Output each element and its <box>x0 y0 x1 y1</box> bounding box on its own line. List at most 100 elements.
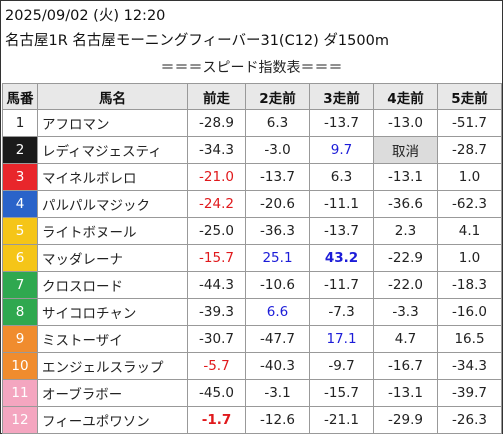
speed-value: -21.1 <box>309 406 374 434</box>
speed-value: 1.0 <box>437 244 502 272</box>
table-title: ＝＝＝スピード指数表＝＝＝ <box>160 60 343 76</box>
speed-value: -34.3 <box>437 352 502 380</box>
table-row: 2 レディマジェスティ -34.3 -3.0 9.7 取消 -28.7 <box>2 136 502 164</box>
speed-value: -62.3 <box>437 190 502 218</box>
speed-value: -28.7 <box>437 136 502 164</box>
speed-value: -3.1 <box>245 379 310 407</box>
horse-name: パルパルマジック <box>37 190 188 218</box>
table-row: 7 クロスロード -44.3 -10.6 -11.7 -22.0 -18.3 <box>2 271 502 299</box>
speed-value: -20.6 <box>245 190 310 218</box>
speed-value: -9.7 <box>309 352 374 380</box>
horse-name: マッダレーナ <box>37 244 188 272</box>
horse-number: 12 <box>2 406 38 434</box>
horse-name: ミストーザイ <box>37 325 188 353</box>
speed-value: -16.7 <box>373 352 438 380</box>
speed-value: -21.0 <box>187 163 246 191</box>
horse-name: マイネルボレロ <box>37 163 188 191</box>
horse-number: 11 <box>2 379 38 407</box>
table-row: 3 マイネルボレロ -21.0 -13.7 6.3 -13.1 1.0 <box>2 163 502 191</box>
speed-value: -18.3 <box>437 271 502 299</box>
speed-value: -45.0 <box>187 379 246 407</box>
speed-value: 43.2 <box>309 244 374 272</box>
speed-index-table: 馬番 馬名 前走 2走前 3走前 4走前 5走前 1 アフロマン -28.9 6… <box>2 83 502 434</box>
horse-name: ライトボヌール <box>37 217 188 245</box>
speed-value: 4.7 <box>373 325 438 353</box>
speed-value: 1.0 <box>437 163 502 191</box>
speed-value: 6.3 <box>245 109 310 137</box>
table-row: 5 ライトボヌール -25.0 -36.3 -13.7 2.3 4.1 <box>2 217 502 245</box>
horse-name: アフロマン <box>37 109 188 137</box>
speed-value: -13.1 <box>373 163 438 191</box>
speed-value: -22.0 <box>373 271 438 299</box>
speed-value: -36.6 <box>373 190 438 218</box>
horse-name: サイコロチャン <box>37 298 188 326</box>
horse-number: 1 <box>2 109 38 137</box>
horse-number: 10 <box>2 352 38 380</box>
horse-number: 4 <box>2 190 38 218</box>
speed-value: 16.5 <box>437 325 502 353</box>
speed-value: -36.3 <box>245 217 310 245</box>
horse-name: レディマジェスティ <box>37 136 188 164</box>
table-row: 10 エンジェルスラップ -5.7 -40.3 -9.7 -16.7 -34.3 <box>2 352 502 380</box>
speed-value: 25.1 <box>245 244 310 272</box>
speed-value: 9.7 <box>309 136 374 164</box>
speed-value: -34.3 <box>187 136 246 164</box>
speed-value: -13.7 <box>245 163 310 191</box>
speed-value: -39.3 <box>187 298 246 326</box>
race-info: 名古屋1R 名古屋モーニングフィーバー31(C12) ダ1500m <box>5 33 389 49</box>
speed-value: -7.3 <box>309 298 374 326</box>
speed-value: -5.7 <box>187 352 246 380</box>
speed-value: -15.7 <box>187 244 246 272</box>
horse-number: 3 <box>2 163 38 191</box>
horse-name: フィーユポワソン <box>37 406 188 434</box>
table-row: 8 サイコロチャン -39.3 6.6 -7.3 -3.3 -16.0 <box>2 298 502 326</box>
table-row: 9 ミストーザイ -30.7 -47.7 17.1 4.7 16.5 <box>2 325 502 353</box>
speed-value: -13.7 <box>309 109 374 137</box>
col-header-number: 馬番 <box>2 83 38 110</box>
table-row: 1 アフロマン -28.9 6.3 -13.7 -13.0 -51.7 <box>2 109 502 137</box>
horse-name: オーブラボー <box>37 379 188 407</box>
horse-number: 7 <box>2 271 38 299</box>
speed-value: 2.3 <box>373 217 438 245</box>
speed-value: -30.7 <box>187 325 246 353</box>
col-header-4-races-ago: 4走前 <box>373 83 438 110</box>
table-row: 12 フィーユポワソン -1.7 -12.6 -21.1 -29.9 -26.3 <box>2 406 502 434</box>
speed-value: -13.1 <box>373 379 438 407</box>
speed-value: -11.7 <box>309 271 374 299</box>
table-row: 11 オーブラボー -45.0 -3.1 -15.7 -13.1 -39.7 <box>2 379 502 407</box>
speed-value: -15.7 <box>309 379 374 407</box>
col-header-last-race: 前走 <box>187 83 246 110</box>
speed-value: -39.7 <box>437 379 502 407</box>
speed-value: -24.2 <box>187 190 246 218</box>
speed-value: -3.3 <box>373 298 438 326</box>
speed-value: -28.9 <box>187 109 246 137</box>
horse-number: 9 <box>2 325 38 353</box>
speed-value: -13.0 <box>373 109 438 137</box>
col-header-2-races-ago: 2走前 <box>245 83 310 110</box>
speed-value: 6.3 <box>309 163 374 191</box>
speed-value: -12.6 <box>245 406 310 434</box>
speed-value: 17.1 <box>309 325 374 353</box>
speed-value: -3.0 <box>245 136 310 164</box>
speed-value: -51.7 <box>437 109 502 137</box>
scratched-badge: 取消 <box>373 136 438 164</box>
speed-value: -40.3 <box>245 352 310 380</box>
horse-number: 6 <box>2 244 38 272</box>
speed-value: -11.1 <box>309 190 374 218</box>
speed-value: -1.7 <box>187 406 246 434</box>
speed-value: -44.3 <box>187 271 246 299</box>
table-row: 6 マッダレーナ -15.7 25.1 43.2 -22.9 1.0 <box>2 244 502 272</box>
col-header-3-races-ago: 3走前 <box>309 83 374 110</box>
speed-value: 6.6 <box>245 298 310 326</box>
speed-value: -47.7 <box>245 325 310 353</box>
speed-value: -13.7 <box>309 217 374 245</box>
table-row: 4 パルパルマジック -24.2 -20.6 -11.1 -36.6 -62.3 <box>2 190 502 218</box>
horse-name: クロスロード <box>37 271 188 299</box>
speed-value: -29.9 <box>373 406 438 434</box>
horse-name: エンジェルスラップ <box>37 352 188 380</box>
date-time: 2025/09/02 (火) 12:20 <box>5 8 166 24</box>
col-header-5-races-ago: 5走前 <box>437 83 502 110</box>
speed-value: -26.3 <box>437 406 502 434</box>
table-header-row: 馬番 馬名 前走 2走前 3走前 4走前 5走前 <box>2 83 502 110</box>
speed-value: -25.0 <box>187 217 246 245</box>
